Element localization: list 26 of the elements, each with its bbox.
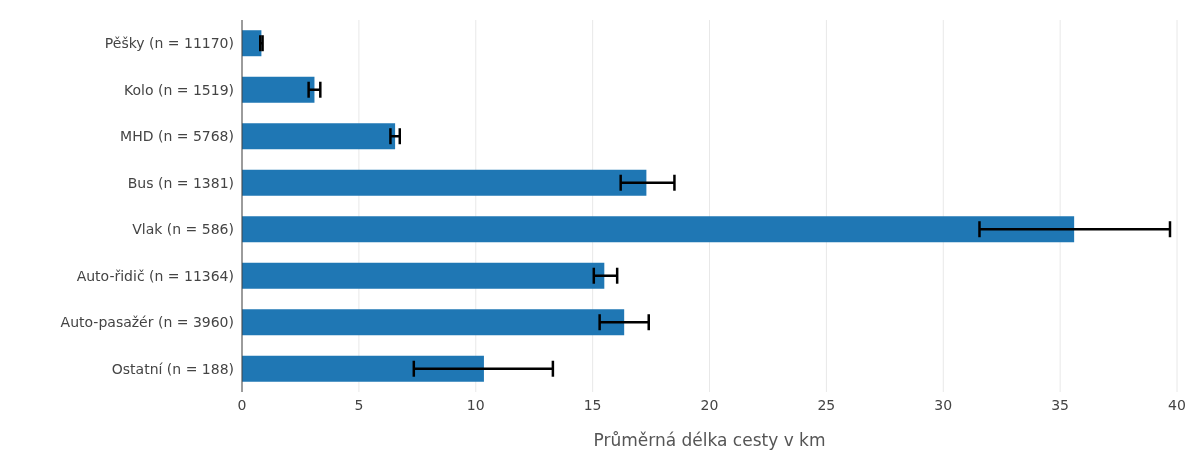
x-tick-label: 20 — [700, 396, 719, 413]
x-tick-label: 25 — [817, 396, 836, 413]
x-tick-label: 5 — [354, 396, 364, 413]
bar — [242, 262, 605, 289]
y-tick-label: Auto-pasažér (n = 3960) — [60, 314, 234, 331]
x-tick-label: 40 — [1168, 396, 1186, 413]
x-tick-label: 15 — [583, 396, 602, 413]
bar — [242, 76, 315, 103]
y-tick-label: MHD (n = 5768) — [120, 128, 234, 145]
bar — [242, 169, 647, 196]
y-tick-label: Ostatní (n = 188) — [111, 360, 234, 377]
bar — [242, 216, 1075, 243]
bar — [242, 123, 396, 150]
bar — [242, 309, 625, 336]
x-tick-label: 35 — [1051, 396, 1070, 413]
y-tick-label: Bus (n = 1381) — [127, 174, 234, 191]
y-tick-label: Auto-řidič (n = 11364) — [76, 267, 234, 284]
y-tick-label: Vlak (n = 586) — [132, 221, 234, 238]
x-tick-label: 0 — [237, 396, 247, 413]
x-axis-title: Průměrná délka cesty v km — [593, 430, 826, 450]
bar — [242, 30, 262, 57]
y-tick-label: Kolo (n = 1519) — [123, 81, 234, 98]
x-tick-label: 10 — [466, 396, 485, 413]
x-tick-label: 30 — [934, 396, 953, 413]
y-tick-label: Pěšky (n = 11170) — [104, 35, 234, 52]
bar — [242, 355, 484, 382]
